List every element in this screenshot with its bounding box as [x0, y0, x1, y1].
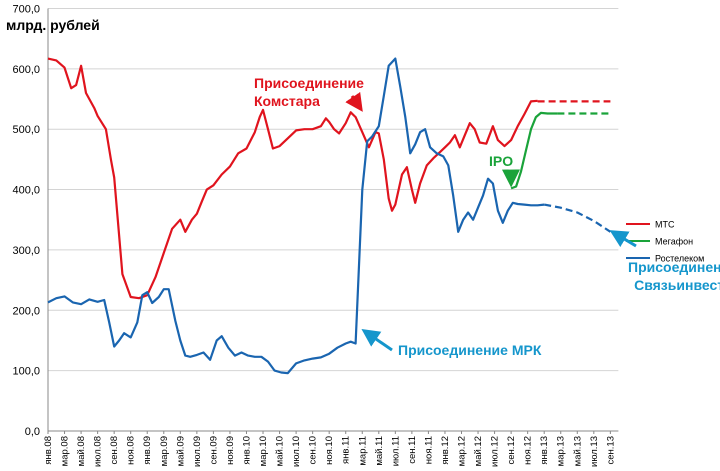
x-tick-label: янв.10 [241, 436, 252, 465]
y-axis: 0,0 100,0 200,0 300,0 400,0 500,0 600,0 700,0 [12, 3, 40, 438]
x-tick-label: сен.13 [605, 436, 616, 465]
x-tick-label: май.12 [473, 436, 484, 466]
x-tick-label: май.09 [175, 436, 186, 466]
x-tick-label: июл.11 [390, 436, 401, 466]
x-tick-label: май.13 [572, 436, 583, 466]
x-tick-label: сен.09 [208, 436, 219, 465]
series-line [47, 57, 545, 375]
y-tick-label: 100,0 [12, 366, 40, 378]
y-tick-label: 300,0 [12, 245, 40, 257]
annotation-label: Присоединение МРК [398, 342, 542, 358]
annotations: Присоединение Комстара IPO Присоединение МР… [254, 75, 720, 358]
annotation-label: Присоединение [254, 75, 364, 91]
x-tick-label: янв.12 [440, 436, 451, 465]
x-tick-label: мар.08 [60, 436, 71, 466]
annotation-label: Комстара [254, 93, 320, 109]
x-tick-label: ноя.08 [126, 436, 137, 465]
x-axis: янв.08 мар.08 май.08 июл.08 сен.08 ноя.08 янв.… [43, 431, 616, 467]
y-tick-label: 600,0 [12, 64, 40, 76]
y-tick-label: 0,0 [25, 426, 40, 438]
x-tick-label: ноя.12 [523, 436, 534, 465]
x-tick-label: янв.09 [142, 436, 153, 465]
annotation-label: Присоединение [628, 259, 720, 275]
x-tick-label: май.08 [76, 436, 87, 466]
legend: МТС Мегафон Ростелеком [626, 220, 704, 264]
series-line [543, 203, 612, 233]
x-tick-label: ноя.10 [324, 436, 335, 465]
y-tick-label: 500,0 [12, 124, 40, 136]
y-axis-unit-label: млрд. рублей [6, 17, 100, 33]
x-tick-label: янв.13 [539, 436, 550, 465]
x-tick-label: июл.13 [589, 436, 600, 467]
x-tick-label: сен.08 [109, 436, 120, 465]
x-tick-label: мар.11 [357, 436, 368, 466]
x-tick-label: июл.12 [490, 436, 501, 467]
legend-label: Ростелеком [655, 254, 704, 264]
annotation-label: IPO [489, 153, 513, 169]
x-tick-label: мар.10 [258, 436, 269, 466]
legend-label: МТС [655, 220, 675, 230]
x-tick-label: сен.12 [506, 436, 517, 465]
x-tick-label: мар.09 [159, 436, 170, 466]
annotation-arrow [345, 91, 363, 112]
x-tick-label: янв.11 [341, 436, 352, 464]
gridlines [47, 7, 619, 432]
x-tick-label: июл.08 [93, 436, 104, 467]
y-tick-label: 400,0 [12, 185, 40, 197]
y-tick-label: 200,0 [12, 305, 40, 317]
x-tick-label: янв.08 [43, 436, 54, 465]
x-tick-label: май.11 [374, 436, 385, 466]
legend-label: Мегафон [655, 237, 693, 247]
x-tick-label: июл.09 [192, 436, 203, 467]
x-tick-label: сен.10 [308, 436, 319, 465]
annotation-arrow [609, 230, 637, 248]
x-tick-label: ноя.11 [423, 436, 434, 464]
x-tick-label: мар.12 [457, 436, 468, 466]
y-tick-label: 700,0 [12, 3, 40, 15]
x-tick-label: ноя.09 [225, 436, 236, 465]
series-line [47, 57, 538, 300]
annotation-label: Связьинвеста [634, 277, 720, 293]
x-tick-label: май.10 [275, 436, 286, 466]
x-tick-label: мар.13 [556, 436, 567, 466]
series-lines [47, 57, 612, 375]
x-tick-label: июл.10 [291, 436, 302, 467]
annotation-arrow [361, 329, 393, 352]
x-tick-label: сен.11 [407, 436, 418, 464]
